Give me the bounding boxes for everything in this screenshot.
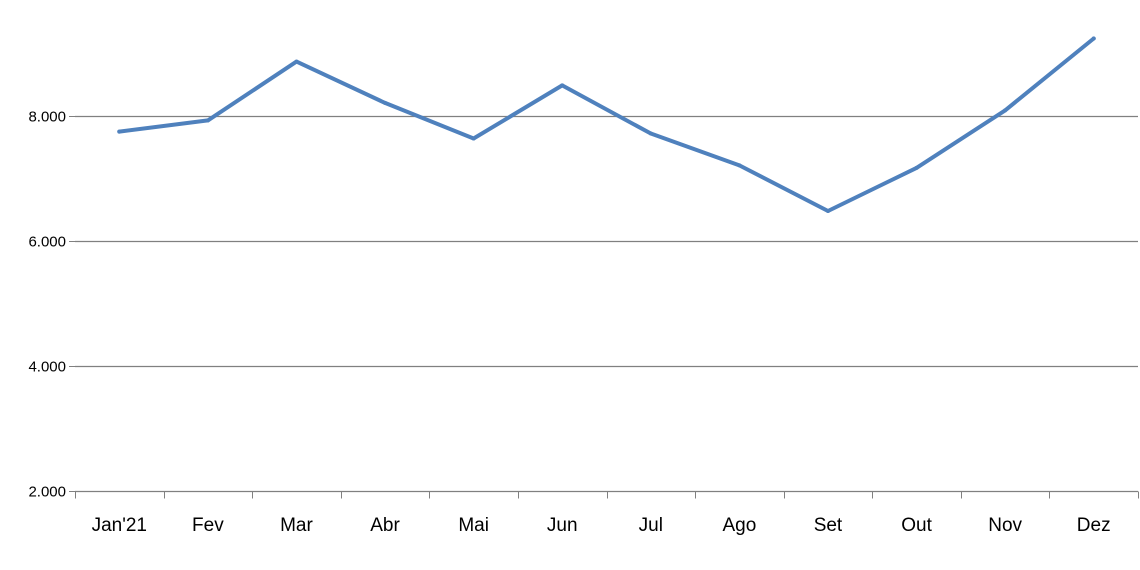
data-point (383, 100, 387, 105)
x-tick-label: Out (901, 515, 932, 536)
data-point (914, 165, 919, 170)
x-tick-label: Abr (370, 515, 400, 536)
x-tick-label: Jan'21 (92, 515, 147, 536)
x-tick-label: Mar (280, 515, 313, 536)
series-line (117, 36, 1096, 213)
y-tick-label: 4.000 (28, 359, 66, 376)
y-tick-label: 6.000 (28, 234, 66, 251)
series-layer (117, 36, 1096, 213)
x-tick-label: Mai (458, 515, 489, 536)
x-tick-label: Jul (639, 515, 663, 536)
y-tick-label: 2.000 (28, 484, 66, 501)
data-point (560, 83, 565, 88)
data-point (117, 129, 122, 134)
data-point (471, 136, 476, 141)
data-point (1003, 108, 1008, 113)
data-point (1091, 36, 1096, 41)
data-point (205, 118, 210, 123)
data-point (648, 131, 653, 136)
x-tick-label: Jun (547, 515, 578, 536)
x-tick-label: Dez (1077, 515, 1111, 536)
gridlines (75, 115, 1138, 368)
data-point (826, 209, 830, 213)
x-tick-label: Nov (988, 515, 1022, 536)
data-point (737, 163, 742, 168)
x-tick-label: Fev (192, 515, 224, 536)
data-point (294, 59, 299, 64)
y-axis: 2.000 4.000 6.000 8.000 (28, 109, 75, 501)
y-tick-label: 8.000 (28, 109, 66, 126)
x-axis: Jan'21 Fev Mar Abr Mai Jun Jul Ago Set Out Nov Dez (75, 490, 1139, 536)
x-tick-label: Set (814, 515, 843, 536)
x-tick-label: Ago (722, 515, 756, 536)
